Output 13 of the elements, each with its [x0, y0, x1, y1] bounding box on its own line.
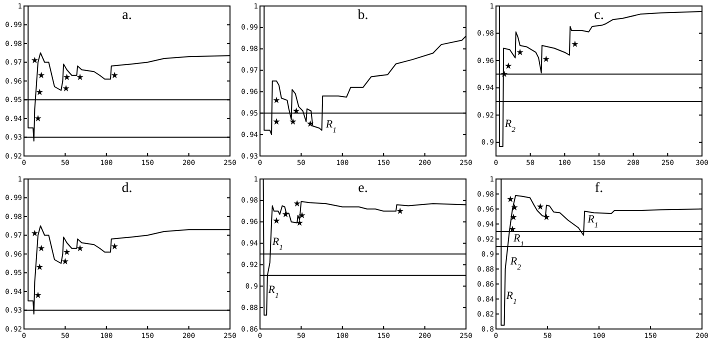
chart-title: f.	[594, 181, 604, 196]
annotation: R$_{1}$	[271, 236, 284, 252]
chart-title: d.	[122, 181, 132, 196]
annotation: R$_{1}$	[324, 118, 337, 134]
annotation: R$_{2}$	[504, 118, 516, 134]
annotation: R$_{1}$	[586, 214, 598, 230]
chart-title: c.	[594, 8, 604, 23]
chart-title: e.	[358, 181, 368, 196]
annotation: R$_{1}$	[267, 284, 279, 300]
chart-title: a.	[122, 8, 132, 23]
annotation: R$_{1}$	[505, 290, 518, 306]
chart-title: b.	[358, 8, 368, 23]
annotation: R$_{2}$	[509, 256, 522, 272]
